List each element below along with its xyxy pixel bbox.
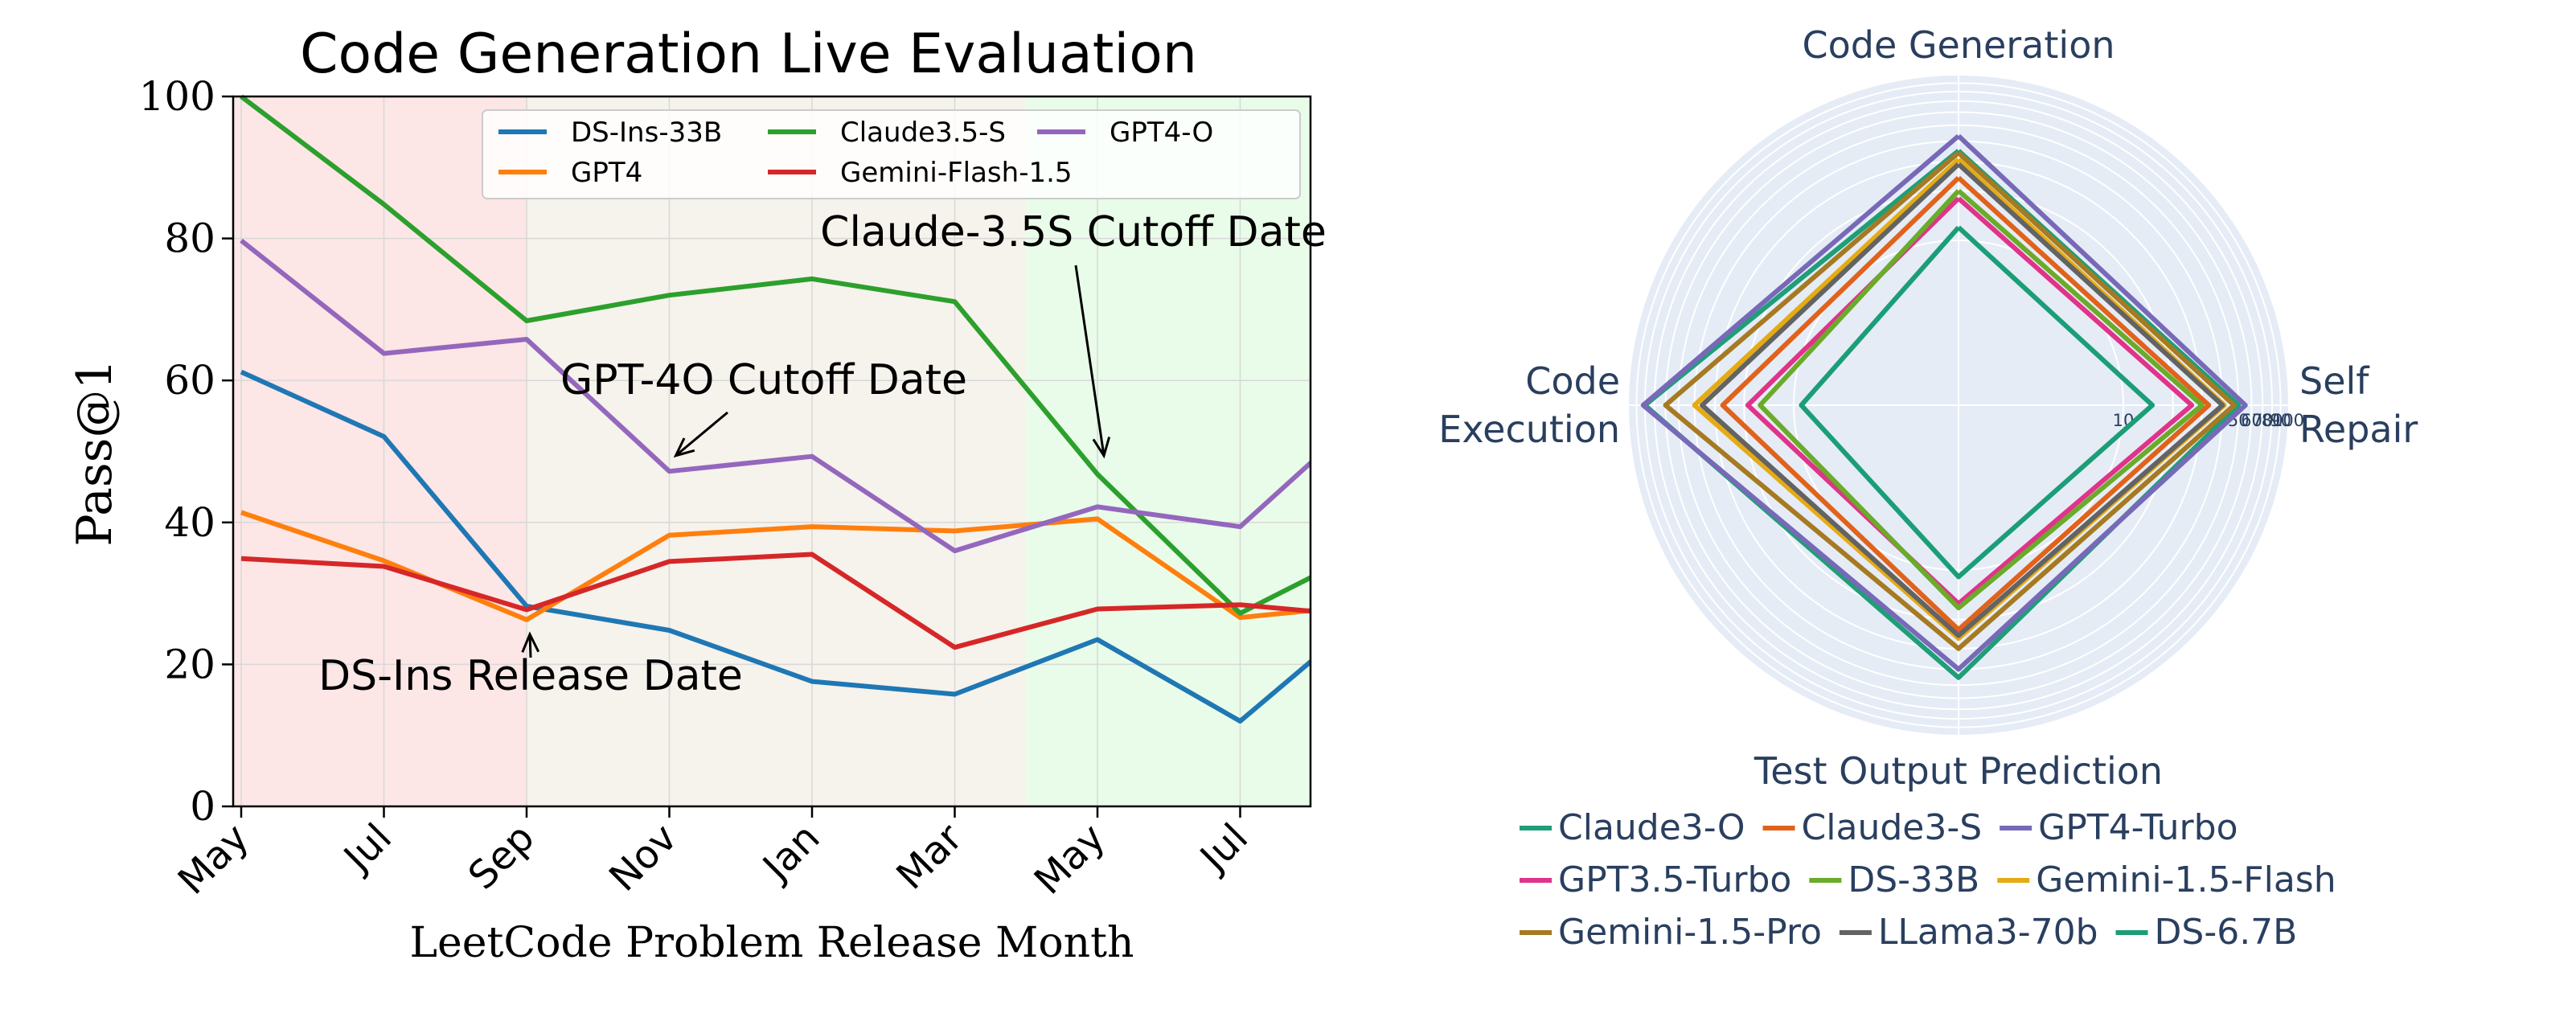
axis-label-code-generation: Code Generation [1802,23,2115,67]
annotation-arrow [1074,265,1105,456]
axis-label-code-execution: Code Execution [1438,359,1620,451]
y-tick-label: 100 [139,73,215,120]
annotation-arrow [675,411,728,457]
shaded-region-1 [527,96,1027,806]
y-tick-label: 40 [164,499,215,546]
legend-label-claude3-5-s: Claude3.5-S [840,117,1006,149]
radar-series-llama3-70b [1700,162,2225,638]
y-tick-label: 60 [164,357,215,404]
series-line-claude3-5-s [240,94,1311,616]
legend: DS-Ins-33B GPT4 Claude3.5-S Gemini-Flash-1.… [482,109,1301,199]
legend-label-gpt4-o: GPT4-O [1110,117,1213,149]
x-tick-label: Jul [334,815,400,882]
series-lines [240,94,1311,724]
radar-legend-label-claude3-s: Claude3-S [1802,807,1983,848]
legend-label-ds-ins-33b: DS-Ins-33B [571,117,722,149]
x-tick-label: Mar [888,815,971,899]
radial-tick-label: 90 [2270,411,2291,430]
radar-series-ds-6-7b [1799,225,2156,580]
radar-legend-label-gemini-1-5-flash: Gemini-1.5-Flash [2036,859,2336,900]
radar-legend-label-ds-6-7b: DS-6.7B [2155,912,2298,953]
radar-legend-label-claude3-o: Claude3-O [1558,807,1745,848]
radial-tick-label: 80 [2262,411,2283,430]
x-axis-label: LeetCode Problem Release Month [409,919,1134,967]
shaded-regions [234,96,1311,806]
radar-legend-label-gemini-1-5-pro: Gemini-1.5-Pro [1558,912,1822,953]
annotation-text-ds-ins-release-date: DS-Ins Release Date [318,652,743,700]
legend-label-gpt4: GPT4 [571,157,642,189]
legend-box [482,109,1301,199]
series-line-gpt4-o [240,238,1311,554]
chart-title: Code Generation Live Evaluation [300,23,1197,86]
shaded-region-0 [234,96,527,806]
annotations: Claude-3.5S Cutoff Date GPT-4O Cutoff Dat… [318,208,1327,700]
x-tick-label: Sep [460,815,544,899]
y-tick-label: 0 [190,783,215,830]
x-tick-label: May [1026,815,1114,904]
radial-tick-label: 60 [2241,411,2262,430]
legend-label-gemini-flash-1-5: Gemini-Flash-1.5 [840,157,1073,189]
shaded-region-2 [1026,96,1311,806]
annotation-text-claude-3-5s-cutoff-date: Claude-3.5S Cutoff Date [820,208,1327,256]
y-tick-label: 20 [164,641,215,687]
annotation-arrowhead [1092,437,1111,459]
radar-legend: Claude3-O Claude3-S GPT4-Turbo GPT3.5-Turbo… [1520,807,2336,953]
radar-axis-labels: Code Generation Self Repair Test Output P… [1438,23,2418,793]
radar-legend-label-ds-33b: DS-33B [1848,859,1979,900]
annotation-arrow [528,634,532,658]
axis-label-test-output-prediction: Test Output Prediction [1754,749,2163,793]
radar-series-gpt3-5-turbo [1745,196,2195,606]
radar-series-gemini-1-5-pro [1663,150,2237,651]
radial-tick-label: 100 [2272,411,2304,430]
x-tick-label: Jul [1190,815,1257,882]
x-tick-label: Nov [601,815,686,900]
radar-series-claude3-s [1720,175,2212,633]
x-tick-label: Jan [753,815,828,891]
x-axis-ticks: May Jul Sep Nov Jan Mar May Jul [170,806,1257,904]
axis-label-self-repair: Self Repair [2299,359,2418,451]
radar-series-ds-33b [1758,189,2205,611]
radar-series [1640,133,2248,680]
radar-series-gpt4-turbo [1640,133,2248,672]
y-axis-ticks: 0 20 40 60 80 100 [139,73,233,830]
series-line-ds-ins-33b [240,369,1311,724]
line-chart: Code Generation Live Evaluation 0 20 40 60 8… [67,23,1327,967]
y-tick-label: 80 [164,215,215,262]
plot-frame [232,95,1312,808]
annotation-arrowhead [521,631,540,653]
radar-legend-label-gpt4-turbo: GPT4-Turbo [2038,807,2238,848]
y-axis-label: Pass@1 [67,359,123,546]
x-tick-label: May [170,815,258,904]
radar-legend-label-gpt3-5-turbo: GPT3.5-Turbo [1558,859,1791,900]
radar-series-claude3-o [1642,149,2242,680]
annotation-text-gpt-4o-cutoff-date: GPT-4O Cutoff Date [560,356,967,404]
radar-legend-label-llama3-70b: LLama3-70b [1878,912,2098,953]
series-line-gemini-flash-1-5 [240,552,1311,650]
radial-tick-label: 70 [2252,411,2274,430]
annotation-arrowhead [673,437,695,458]
